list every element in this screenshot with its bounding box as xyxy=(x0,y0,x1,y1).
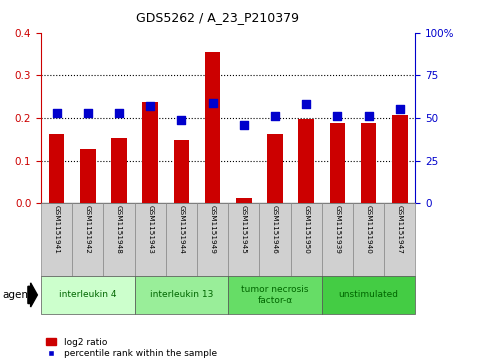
Text: interleukin 4: interleukin 4 xyxy=(59,290,116,299)
Point xyxy=(302,101,310,107)
Bar xyxy=(392,115,408,203)
Point xyxy=(84,110,92,116)
Bar xyxy=(384,203,415,276)
Text: GSM1151949: GSM1151949 xyxy=(210,205,215,254)
Bar xyxy=(259,203,291,276)
Bar xyxy=(72,203,103,276)
Text: GSM1151946: GSM1151946 xyxy=(272,205,278,254)
Bar xyxy=(173,140,189,203)
Text: GDS5262 / A_23_P210379: GDS5262 / A_23_P210379 xyxy=(136,11,299,24)
Bar xyxy=(228,276,322,314)
Bar xyxy=(103,203,135,276)
Point xyxy=(209,100,216,106)
Text: GSM1151950: GSM1151950 xyxy=(303,205,309,254)
Bar xyxy=(197,203,228,276)
Bar xyxy=(322,203,353,276)
Bar xyxy=(41,203,72,276)
Bar xyxy=(135,276,228,314)
Point xyxy=(334,113,341,119)
Text: GSM1151943: GSM1151943 xyxy=(147,205,153,254)
Bar xyxy=(80,149,96,203)
Point xyxy=(178,117,185,123)
Bar xyxy=(228,203,259,276)
Bar xyxy=(49,134,64,203)
Bar xyxy=(361,123,376,203)
Text: GSM1151941: GSM1151941 xyxy=(54,205,60,254)
Text: GSM1151945: GSM1151945 xyxy=(241,205,247,254)
Bar xyxy=(41,276,135,314)
Point xyxy=(271,113,279,119)
Point xyxy=(396,107,404,113)
Point xyxy=(115,110,123,116)
Text: GSM1151942: GSM1151942 xyxy=(85,205,91,254)
Text: GSM1151944: GSM1151944 xyxy=(178,205,185,254)
Bar xyxy=(329,123,345,203)
Point xyxy=(53,110,60,116)
Bar xyxy=(142,102,158,203)
Bar xyxy=(205,52,220,203)
Bar xyxy=(353,203,384,276)
Point xyxy=(240,122,248,128)
Bar xyxy=(298,119,314,203)
Text: GSM1151939: GSM1151939 xyxy=(334,205,341,254)
Bar xyxy=(166,203,197,276)
Text: tumor necrosis
factor-α: tumor necrosis factor-α xyxy=(241,285,309,305)
Text: agent: agent xyxy=(2,290,32,300)
Text: unstimulated: unstimulated xyxy=(339,290,398,299)
Point xyxy=(365,113,372,119)
Bar xyxy=(236,198,252,203)
Legend: log2 ratio, percentile rank within the sample: log2 ratio, percentile rank within the s… xyxy=(45,338,217,359)
Point xyxy=(146,103,154,109)
Bar xyxy=(267,134,283,203)
Bar xyxy=(322,276,415,314)
Text: GSM1151947: GSM1151947 xyxy=(397,205,403,254)
Text: interleukin 13: interleukin 13 xyxy=(150,290,213,299)
Text: GSM1151940: GSM1151940 xyxy=(366,205,371,254)
Bar xyxy=(291,203,322,276)
Bar xyxy=(135,203,166,276)
Text: GSM1151948: GSM1151948 xyxy=(116,205,122,254)
FancyArrow shape xyxy=(28,283,37,307)
Bar xyxy=(111,138,127,203)
